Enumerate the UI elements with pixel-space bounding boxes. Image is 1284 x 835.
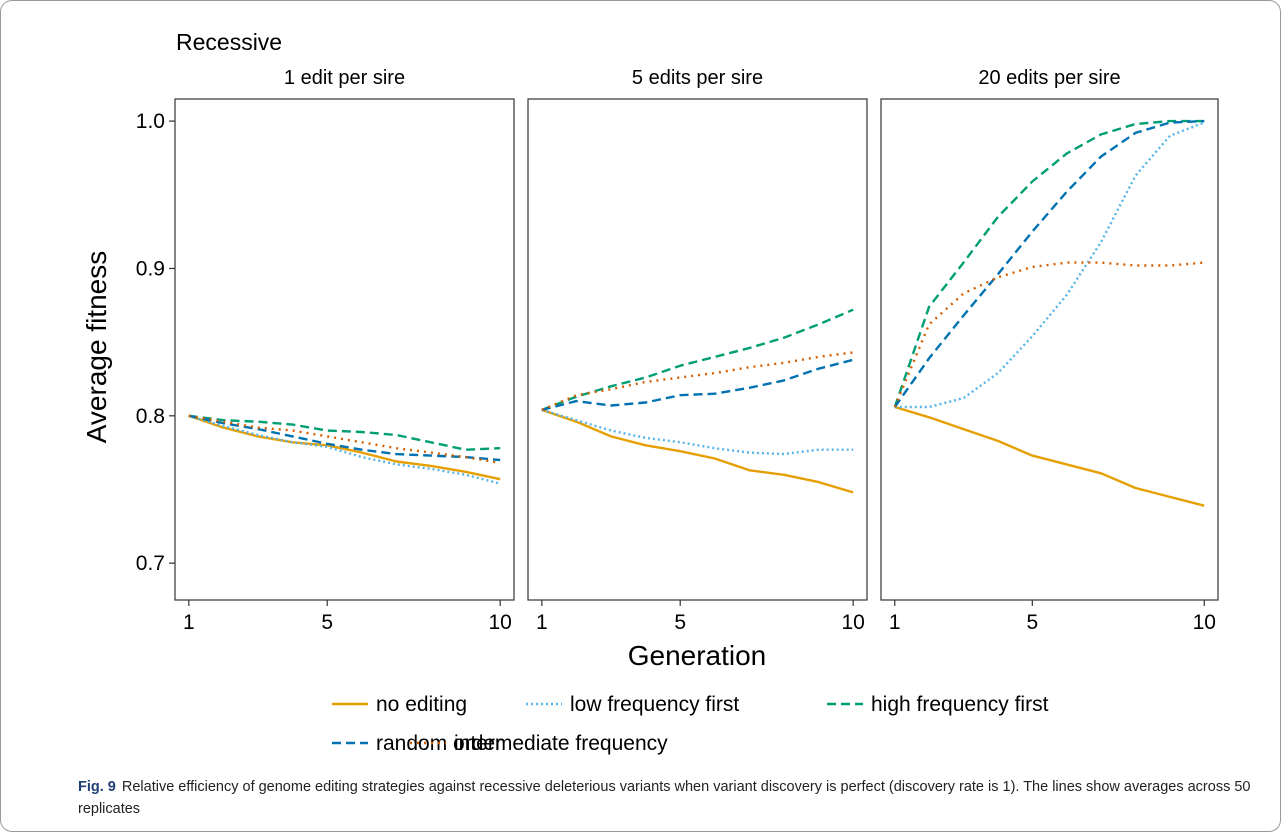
x-tick-label: 10 (1193, 611, 1216, 634)
figure-label: Fig. 9 (78, 779, 116, 795)
series-line-no-editing (188, 414, 501, 481)
panel-title: 5 edits per sire (632, 67, 763, 89)
legend-item-intermediate-frequency: intermediate frequency (410, 732, 668, 755)
legend-item-no-editing: no editing (332, 693, 467, 716)
x-tick-label: 5 (674, 611, 686, 634)
series-line-intermediate-frequency (893, 261, 1205, 408)
chart-title: Recessive (176, 29, 282, 55)
x-tick-label: 1 (183, 611, 195, 634)
series-line-high-frequency-first (188, 414, 501, 451)
legend-item-high-frequency-first: high frequency first (827, 693, 1049, 716)
y-tick-label: 1.0 (136, 110, 165, 133)
series-line-random-order (188, 414, 501, 462)
panel-border (174, 98, 515, 601)
series-line-intermediate-frequency (188, 414, 501, 465)
series-line-random-order (541, 358, 854, 412)
panel-title: 20 edits per sire (978, 67, 1120, 89)
legend-label: high frequency first (871, 693, 1049, 716)
y-axis-label: Average fitness (81, 251, 112, 444)
chart: Recessive Average fitness Generation 1 e… (81, 29, 1219, 755)
series-line-low-frequency-first (188, 414, 501, 485)
y-tick-label: 0.8 (136, 405, 165, 428)
panel-2: 5 edits per sire 1 5 10 (527, 67, 868, 634)
figure-caption: Fig. 9 Relative efficiency of genome edit… (78, 776, 1274, 820)
x-tick-label: 10 (841, 611, 864, 634)
panel-title: 1 edit per sire (284, 67, 405, 89)
x-tick-label: 10 (488, 611, 511, 634)
caption-text: Relative efficiency of genome editing st… (78, 779, 1251, 817)
series-line-low-frequency-first (894, 121, 1205, 409)
legend-label: low frequency first (570, 693, 739, 716)
series-line-high-frequency-first (541, 308, 854, 412)
x-tick-label: 5 (321, 611, 333, 634)
series-line-intermediate-frequency (541, 351, 854, 412)
legend-label: no editing (376, 693, 467, 716)
x-tick-label: 5 (1026, 611, 1038, 634)
x-tick-label: 1 (536, 611, 548, 634)
y-tick-label: 0.7 (136, 552, 165, 575)
panel-1: 1 edit per sire 1 5 10 (174, 67, 515, 634)
x-tick-label: 1 (889, 611, 901, 634)
panel-border (527, 98, 868, 601)
series-line-no-editing (541, 408, 854, 494)
series-line-no-editing (894, 405, 1205, 507)
x-axis-label: Generation (628, 640, 767, 671)
y-tick-label: 0.9 (136, 257, 165, 280)
panel-border (880, 98, 1219, 601)
series-line-random-order (893, 119, 1205, 408)
legend-item-low-frequency-first: low frequency first (526, 693, 739, 716)
series-line-high-frequency-first (893, 119, 1205, 408)
panel-3: 20 edits per sire 1 5 10 (880, 67, 1219, 634)
legend-label: intermediate frequency (454, 732, 668, 755)
series-line-low-frequency-first (541, 408, 854, 456)
